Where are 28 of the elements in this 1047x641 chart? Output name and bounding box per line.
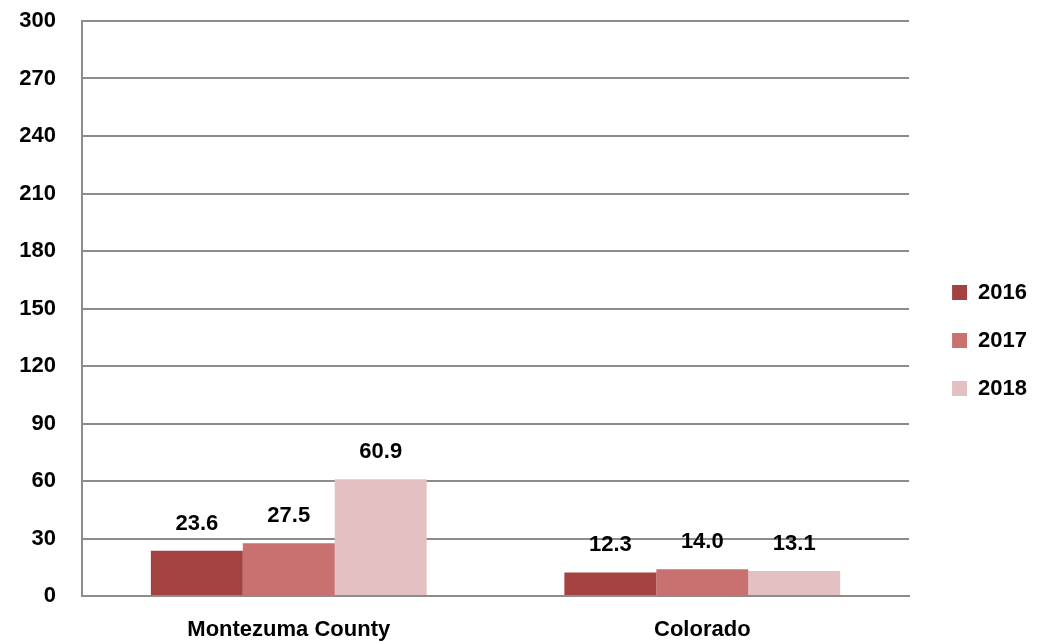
legend-label: 2017 bbox=[978, 326, 1028, 352]
y-tick-label: 60 bbox=[31, 467, 56, 493]
data-label: 13.1 bbox=[772, 529, 816, 555]
bar bbox=[564, 572, 657, 595]
y-tick-label: 90 bbox=[31, 409, 56, 435]
y-tick-label: 210 bbox=[19, 179, 56, 205]
data-label: 12.3 bbox=[588, 531, 632, 557]
x-tick-label: Montezuma County bbox=[187, 616, 391, 641]
bar bbox=[334, 479, 427, 595]
y-tick-label: 240 bbox=[19, 122, 56, 148]
bar bbox=[242, 543, 335, 595]
y-tick-label: 0 bbox=[43, 582, 56, 608]
data-label: 23.6 bbox=[175, 509, 219, 535]
y-tick-label: 300 bbox=[19, 7, 56, 33]
data-label: 14.0 bbox=[680, 528, 724, 554]
y-tick-label: 30 bbox=[31, 524, 56, 550]
y-tick-label: 120 bbox=[19, 352, 56, 378]
y-tick-label: 180 bbox=[19, 237, 56, 263]
data-label: 60.9 bbox=[359, 438, 403, 464]
legend-label: 2018 bbox=[978, 374, 1028, 400]
y-tick-label: 270 bbox=[19, 64, 56, 90]
bar bbox=[748, 570, 841, 595]
legend-label: 2016 bbox=[978, 278, 1028, 304]
y-tick-label: 150 bbox=[19, 294, 56, 320]
bar bbox=[150, 550, 243, 595]
bar bbox=[656, 569, 749, 595]
data-label: 27.5 bbox=[267, 502, 311, 528]
x-tick-label: Colorado bbox=[654, 616, 751, 641]
